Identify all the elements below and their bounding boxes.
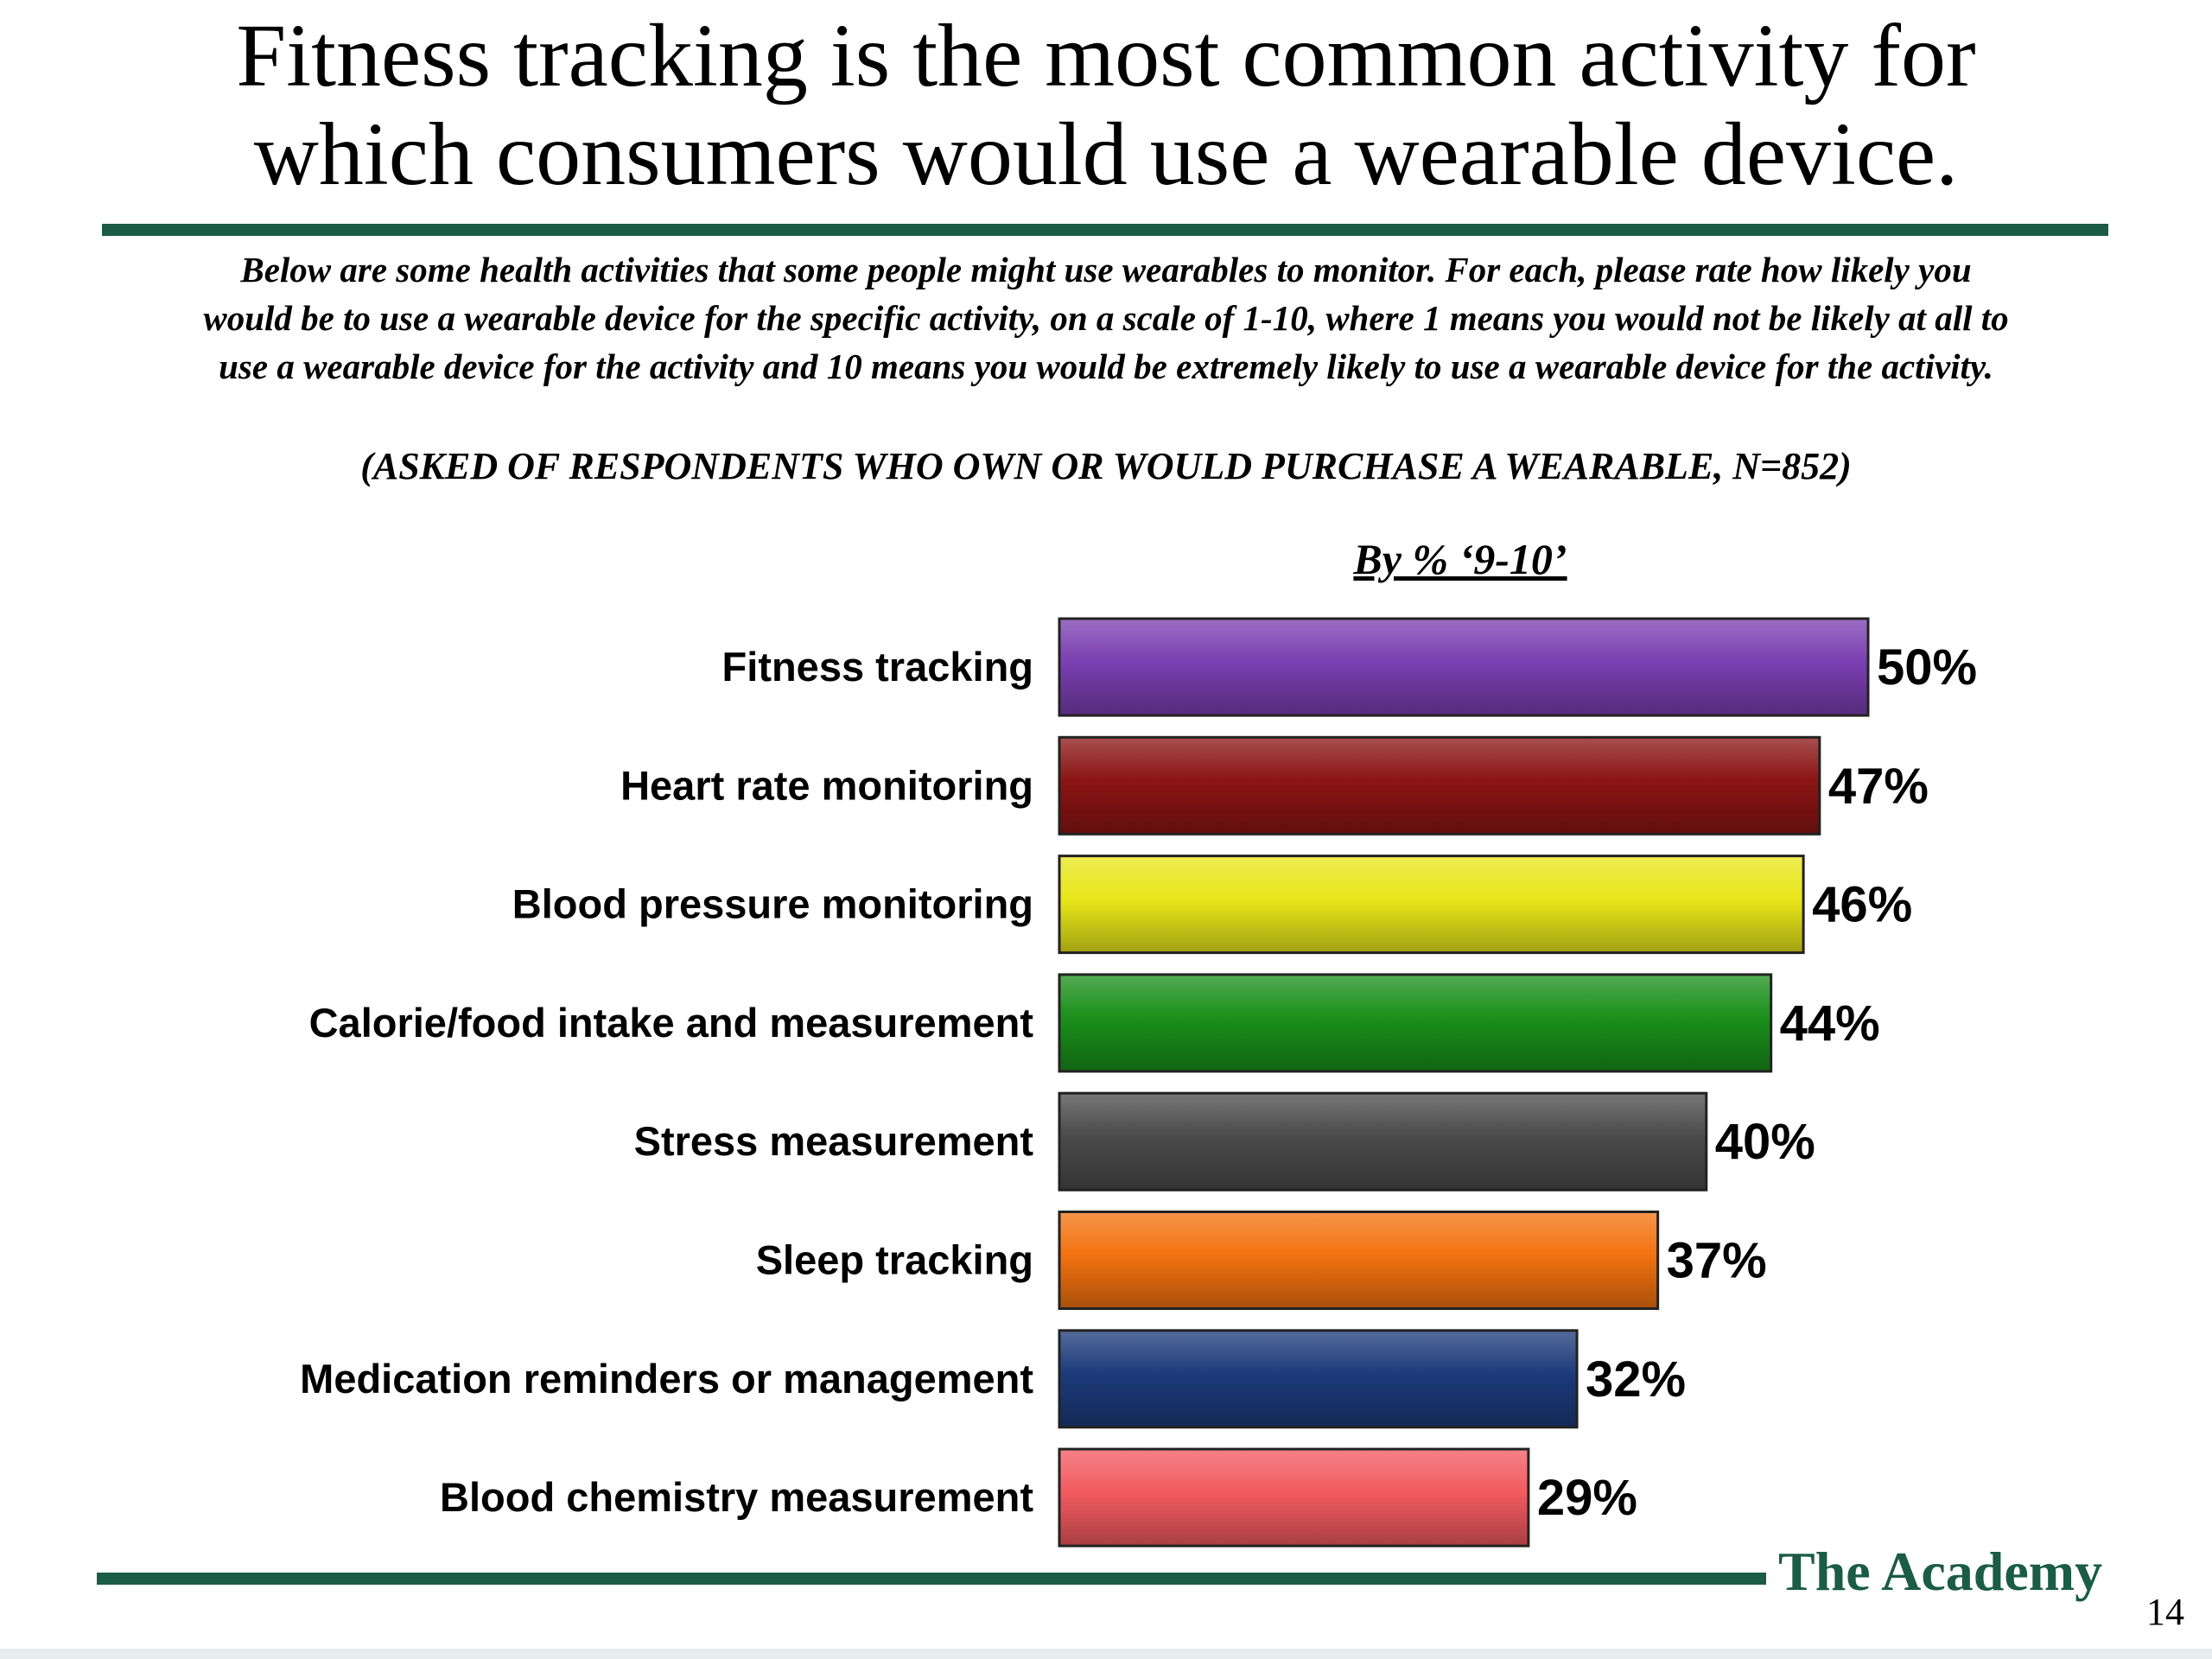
category-label-3: Calorie/food intake and measurement bbox=[309, 1000, 1034, 1046]
survey-question-line-2: would be to use a wearable device for th… bbox=[203, 298, 2009, 338]
bar-3 bbox=[1058, 973, 1773, 1073]
brand-logo-text: The Academy bbox=[1778, 1541, 2103, 1602]
category-label-4: Stress measurement bbox=[634, 1118, 1034, 1164]
metric-label: By % ‘9-10’ bbox=[1353, 535, 1567, 583]
slide-title: Fitness tracking is the most common acti… bbox=[0, 7, 2212, 204]
bottom-divider bbox=[97, 1573, 1766, 1585]
survey-question: Below are some health activities that so… bbox=[52, 245, 2160, 391]
survey-question-line-1: Below are some health activities that so… bbox=[240, 250, 1972, 289]
category-label-5: Sleep tracking bbox=[756, 1237, 1033, 1283]
footer-band bbox=[0, 1649, 2212, 1659]
bar-7 bbox=[1058, 1447, 1530, 1548]
value-label-5: 37% bbox=[1667, 1233, 1767, 1289]
value-label-4: 40% bbox=[1715, 1114, 1815, 1170]
bar-2 bbox=[1058, 855, 1805, 955]
value-label-2: 46% bbox=[1812, 877, 1912, 933]
value-label-6: 32% bbox=[1586, 1351, 1686, 1408]
slide-title-line-2: which consumers would use a wearable dev… bbox=[253, 105, 1959, 204]
top-divider bbox=[102, 224, 2108, 236]
value-label-3: 44% bbox=[1780, 995, 1880, 1052]
value-label-7: 29% bbox=[1537, 1470, 1637, 1526]
bar-0 bbox=[1058, 617, 1870, 717]
page-number: 14 bbox=[2146, 1591, 2184, 1633]
survey-question-line-3: use a wearable device for the activity a… bbox=[219, 346, 1993, 386]
sample-note: (ASKED OF RESPONDENTS WHO OWN OR WOULD P… bbox=[360, 445, 1852, 487]
bar-5 bbox=[1058, 1211, 1660, 1310]
category-label-0: Fitness tracking bbox=[722, 644, 1033, 690]
bar-4 bbox=[1058, 1091, 1708, 1192]
bar-6 bbox=[1058, 1329, 1579, 1429]
value-label-0: 50% bbox=[1877, 639, 1977, 696]
category-label-7: Blood chemistry measurement bbox=[440, 1474, 1033, 1520]
value-label-1: 47% bbox=[1828, 758, 1929, 814]
bar-1 bbox=[1058, 735, 1821, 836]
category-label-1: Heart rate monitoring bbox=[620, 762, 1033, 808]
category-label-2: Blood pressure monitoring bbox=[512, 881, 1033, 927]
slide-title-line-1: Fitness tracking is the most common acti… bbox=[236, 6, 1976, 105]
category-label-6: Medication reminders or management bbox=[300, 1356, 1033, 1402]
